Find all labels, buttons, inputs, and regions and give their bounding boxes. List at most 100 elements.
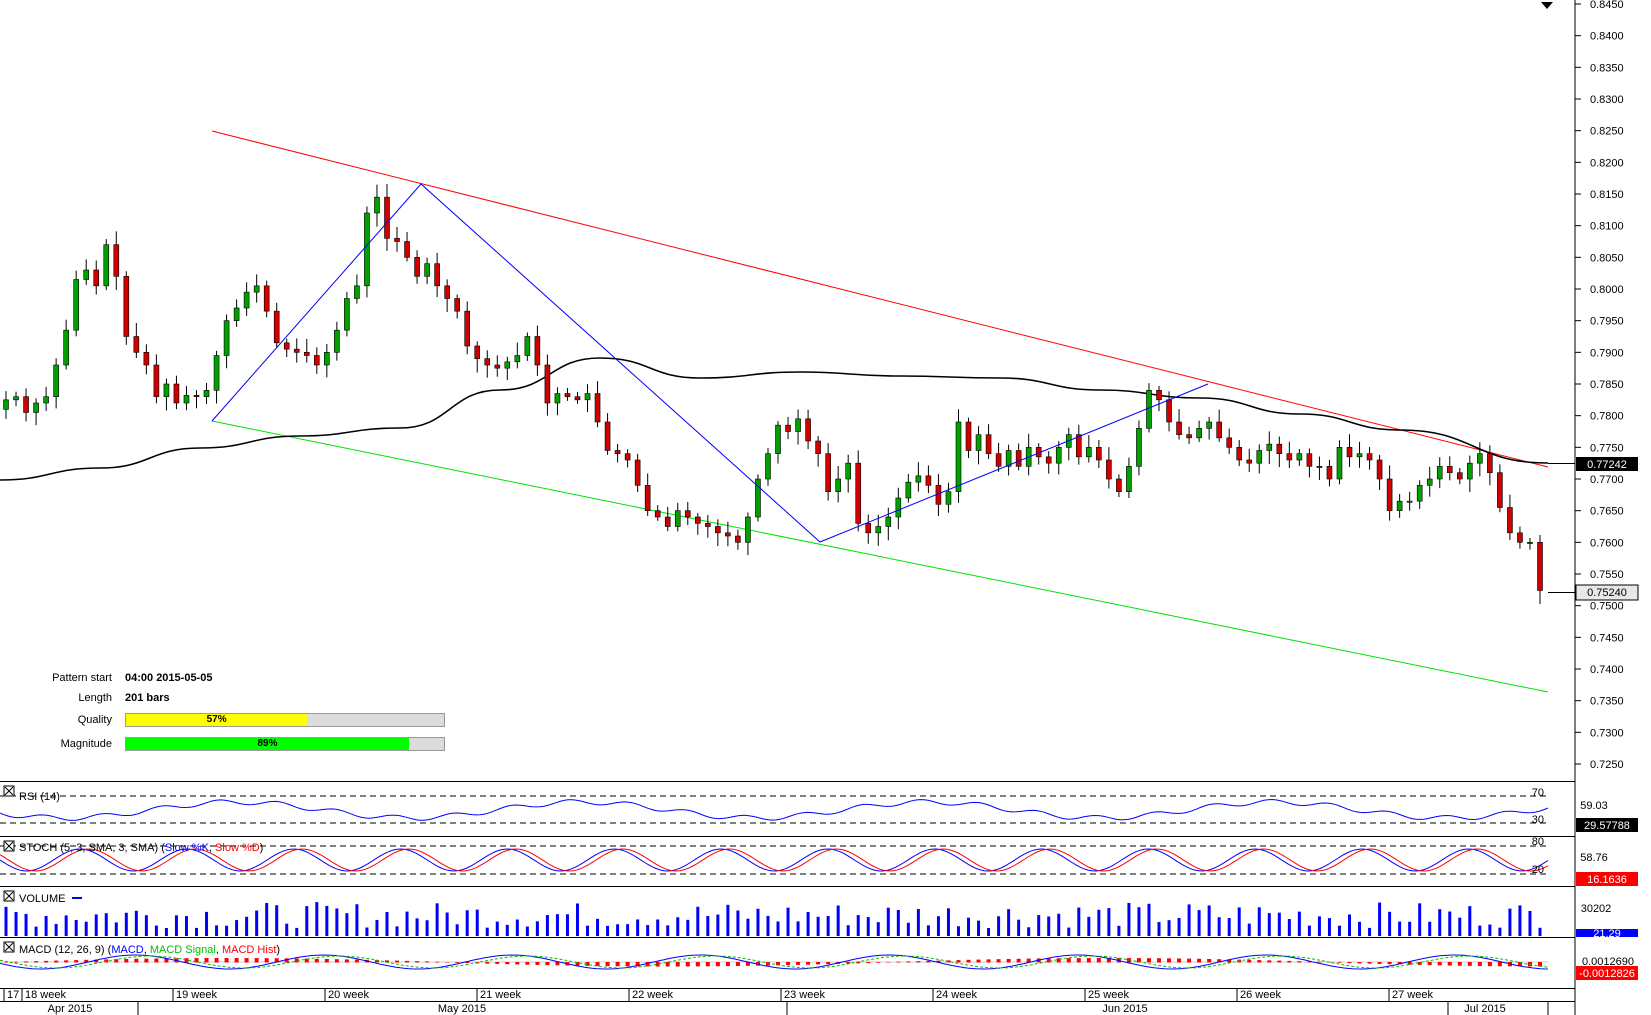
volume-bar xyxy=(716,914,720,936)
scroll-marker-icon[interactable] xyxy=(1541,2,1553,9)
macd-hist-bar xyxy=(1307,961,1312,963)
candle-body xyxy=(1537,542,1543,591)
ma-price-tag: 0.77242 xyxy=(1548,457,1638,471)
macd-hist-bar xyxy=(214,958,219,963)
candle-body xyxy=(815,440,821,454)
candle-body xyxy=(23,396,29,413)
volume-bar xyxy=(1528,910,1532,936)
volume-bar xyxy=(636,919,640,936)
macd-hist-bar xyxy=(1317,961,1322,963)
volume-bar xyxy=(786,907,790,936)
volume-value: 21.29 xyxy=(1593,928,1621,940)
svg-text:STOCH (5, 3, SMA, 3, SMA) (Slo: STOCH (5, 3, SMA, 3, SMA) (Slow %K, Slow… xyxy=(19,842,263,854)
macd-hist-bar xyxy=(966,959,971,963)
candle-body xyxy=(574,396,581,401)
macd-hist-bar xyxy=(725,962,730,967)
volume-bar xyxy=(987,927,991,936)
magnitude-label: Magnitude xyxy=(60,738,112,750)
stoch-panel: STOCH (5, 3, SMA, 3, SMA) (Slow %K, Slow… xyxy=(3,836,1638,886)
volume-bar xyxy=(1247,923,1251,936)
y-tick-label: 0.7800 xyxy=(1590,411,1624,423)
candle-body xyxy=(364,212,370,287)
candle-body xyxy=(554,393,561,404)
macd-hist-bar xyxy=(274,958,279,963)
volume-bar xyxy=(866,917,870,936)
macd-hist-bar xyxy=(505,962,510,965)
volume-bar xyxy=(606,925,610,936)
candle-body xyxy=(1015,450,1022,467)
month-label: May 2015 xyxy=(438,1003,486,1015)
candle-body xyxy=(3,399,9,410)
channel-lines xyxy=(211,130,1549,693)
y-tick-label: 0.7350 xyxy=(1590,696,1624,708)
volume-bar xyxy=(1478,925,1482,936)
volume-bar xyxy=(1237,907,1241,936)
volume-bar xyxy=(1378,902,1382,936)
volume-bar xyxy=(686,919,690,936)
macd-hist-bar xyxy=(114,959,119,963)
macd-hist-bar xyxy=(655,962,660,967)
candle-body xyxy=(233,307,240,321)
candle-body xyxy=(354,285,360,299)
macd-signal-line xyxy=(0,955,1549,969)
volume-bar xyxy=(1368,927,1372,936)
macd-hist-bar xyxy=(1257,960,1262,963)
moving-average-line xyxy=(0,357,1549,481)
candle-body xyxy=(885,516,892,527)
candle-body xyxy=(374,196,380,214)
macd-hist-bar xyxy=(1447,962,1452,966)
volume-bar xyxy=(1538,927,1542,936)
candle-body xyxy=(1426,478,1433,486)
y-tick-label: 0.7850 xyxy=(1590,379,1624,391)
macd-hist-bar xyxy=(184,958,189,963)
rsi-value: 29.57788 xyxy=(1584,820,1630,832)
y-tick-label: 0.8350 xyxy=(1590,62,1624,74)
volume-bar xyxy=(1448,911,1452,936)
volume-bar xyxy=(806,912,810,936)
y-tick-label: 0.7750 xyxy=(1590,442,1624,454)
macd-hist-bar xyxy=(1056,958,1061,963)
candle-body xyxy=(243,291,250,309)
macd-hist-bar xyxy=(916,961,921,963)
volume-bar xyxy=(816,916,820,936)
macd-hist-bar xyxy=(846,962,851,964)
volume-bar xyxy=(977,920,981,936)
price-axis: 0.8450 0.8400 0.8350 0.8300 0.8250 0.8200 0.81… xyxy=(1575,0,1624,771)
macd-hist-bar xyxy=(1146,958,1151,963)
macd-hist-bar xyxy=(1006,958,1011,963)
candle-body xyxy=(845,462,851,480)
macd-hist-bar xyxy=(635,962,640,967)
macd-hist-bar xyxy=(1016,958,1021,963)
candle-body xyxy=(594,393,601,423)
macd-hist-bar xyxy=(776,962,781,966)
candle-body xyxy=(283,342,290,350)
candle-body xyxy=(624,453,631,461)
candlestick-series xyxy=(3,183,1543,605)
candle-body xyxy=(775,424,781,454)
candle-body xyxy=(1276,443,1283,454)
macd-signal-label: MACD Signal xyxy=(150,944,216,956)
macd-hist-bar xyxy=(1207,958,1212,963)
macd-hist-bar xyxy=(765,962,770,966)
month-label: Apr 2015 xyxy=(48,1003,93,1015)
macd-hist-bar xyxy=(595,962,600,967)
candle-body xyxy=(394,238,400,242)
candle-body xyxy=(263,285,270,312)
macd-hist-bar xyxy=(745,962,750,966)
volume-bar xyxy=(1077,907,1081,936)
volume-bar xyxy=(1257,907,1261,936)
rsi-level-70: 70 xyxy=(1532,787,1544,799)
y-tick-label: 0.7300 xyxy=(1590,727,1624,739)
candle-body xyxy=(835,478,841,492)
volume-bar xyxy=(1358,921,1362,936)
macd-hist-bar xyxy=(1367,962,1372,964)
candle-body xyxy=(153,364,160,397)
volume-bar xyxy=(876,922,880,936)
volume-bar xyxy=(946,908,950,936)
macd-line xyxy=(0,954,1549,970)
volume-bar xyxy=(194,927,198,936)
y-tick-label: 0.7400 xyxy=(1590,664,1624,676)
candle-body xyxy=(955,421,962,492)
y-tick-label: 0.7550 xyxy=(1590,569,1624,581)
